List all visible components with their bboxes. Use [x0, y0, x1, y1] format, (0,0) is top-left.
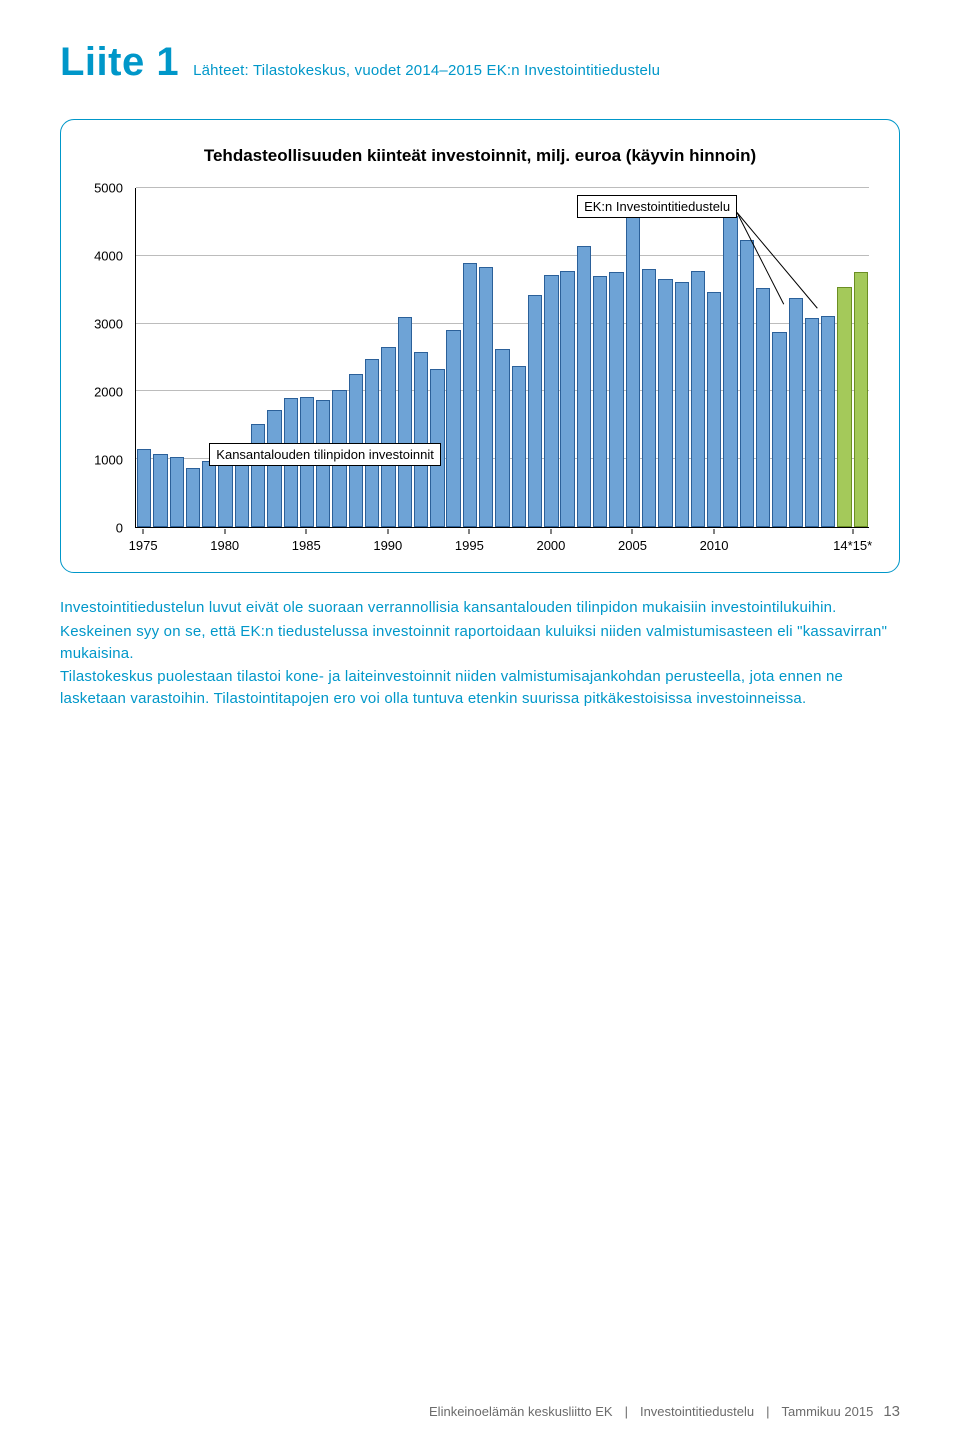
x-tick-label: 2000: [536, 538, 565, 553]
chart-title: Tehdasteollisuuden kiinteät investoinnit…: [87, 146, 873, 166]
chart-bar: [740, 240, 754, 527]
y-tick-label: 5000: [94, 181, 123, 196]
x-tick-mark: [143, 529, 144, 534]
chart-bar: [642, 269, 656, 527]
plot-area: EK:n Investointitiedustelu Kansantalouden…: [135, 188, 869, 528]
x-axis: 1975198019851990199520002005201014*15*: [135, 534, 869, 558]
footer-org: Elinkeinoelämän keskusliitto EK: [429, 1404, 613, 1419]
chart-bar: [463, 263, 477, 527]
footer-date: Tammikuu 2015: [782, 1404, 874, 1419]
x-tick-mark: [714, 529, 715, 534]
chart-bar: [609, 272, 623, 527]
chart-bar: [528, 295, 542, 527]
chart-bar: [837, 287, 851, 527]
chart-bar: [186, 468, 200, 527]
x-tick-mark: [306, 529, 307, 534]
chart-bar: [414, 352, 428, 527]
x-tick-label: 2010: [700, 538, 729, 553]
x-tick-mark: [632, 529, 633, 534]
chart-bar: [854, 272, 868, 527]
chart-bar: [658, 279, 672, 527]
chart-bar: [137, 449, 151, 527]
chart-bar: [577, 246, 591, 527]
chart-bar: [772, 332, 786, 527]
chart-bar: [593, 276, 607, 527]
chart-bar: [560, 271, 574, 527]
x-tick-label: 1975: [129, 538, 158, 553]
appendix-title: Liite 1: [60, 40, 179, 85]
footer-separator: |: [625, 1404, 628, 1419]
x-tick-label: 1985: [292, 538, 321, 553]
chart-bar: [626, 215, 640, 527]
chart-bar: [707, 292, 721, 527]
y-axis: 010002000300040005000: [87, 188, 129, 528]
chart-bar: [398, 317, 412, 527]
page-number: 13: [883, 1403, 900, 1420]
chart-bar: [495, 349, 509, 527]
gridline: [136, 187, 869, 188]
x-tick-mark: [469, 529, 470, 534]
footer-doc: Investointitiedustelu: [640, 1404, 754, 1419]
chart-bar: [381, 347, 395, 527]
chart-bar: [267, 410, 281, 527]
page-footer: Elinkeinoelämän keskusliitto EK | Invest…: [429, 1403, 900, 1420]
chart-bar: [512, 366, 526, 527]
x-tick-label: 2005: [618, 538, 647, 553]
x-tick-label: 1980: [210, 538, 239, 553]
chart-annotation-top: EK:n Investointitiedustelu: [577, 195, 737, 218]
chart-bar: [170, 457, 184, 527]
x-tick-label: 14*15*: [833, 538, 872, 553]
chart-bar: [202, 461, 216, 527]
x-tick-label: 1995: [455, 538, 484, 553]
chart-bar: [789, 298, 803, 527]
chart-bar: [723, 216, 737, 527]
chart-bar: [691, 271, 705, 527]
y-tick-label: 3000: [94, 317, 123, 332]
y-tick-label: 0: [116, 521, 123, 536]
x-tick-mark: [224, 529, 225, 534]
chart-bar: [446, 330, 460, 527]
chart-bar: [805, 318, 819, 528]
x-tick-mark: [387, 529, 388, 534]
body-paragraph: Tilastokeskus puolestaan tilastoi kone- …: [60, 666, 900, 710]
chart-bar: [544, 275, 558, 527]
y-tick-label: 1000: [94, 453, 123, 468]
chart-bar: [251, 424, 265, 527]
chart-bar: [153, 454, 167, 527]
x-tick-mark: [550, 529, 551, 534]
body-paragraph: Investointitiedustelun luvut eivät ole s…: [60, 597, 900, 619]
chart-bar: [756, 288, 770, 527]
body-paragraph: Keskeinen syy on se, että EK:n tiedustel…: [60, 621, 900, 665]
chart-bar: [821, 316, 835, 527]
chart-panel: Tehdasteollisuuden kiinteät investoinnit…: [60, 119, 900, 573]
x-tick-label: 1990: [373, 538, 402, 553]
chart-annotation-mid: Kansantalouden tilinpidon investoinnit: [209, 443, 441, 466]
body-text: Investointitiedustelun luvut eivät ole s…: [60, 597, 900, 710]
appendix-subtitle: Lähteet: Tilastokeskus, vuodet 2014–2015…: [193, 62, 660, 79]
y-tick-label: 4000: [94, 249, 123, 264]
page-header: Liite 1 Lähteet: Tilastokeskus, vuodet 2…: [60, 40, 900, 85]
chart-area: 010002000300040005000 EK:n Investointiti…: [87, 188, 873, 558]
footer-separator: |: [766, 1404, 769, 1419]
chart-bar: [675, 282, 689, 527]
y-tick-label: 2000: [94, 385, 123, 400]
x-tick-mark: [852, 529, 853, 534]
chart-bar: [479, 267, 493, 527]
